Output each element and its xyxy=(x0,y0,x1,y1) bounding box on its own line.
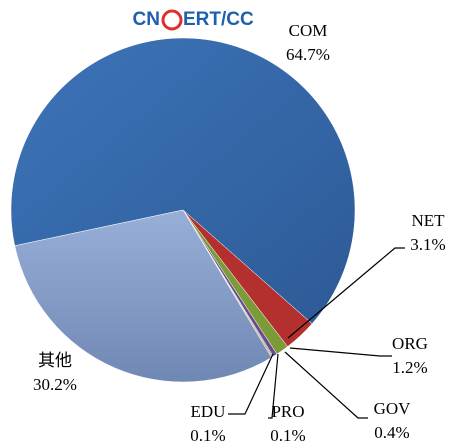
slice-label: 其他 xyxy=(38,351,72,370)
slice-label: EDU xyxy=(191,402,226,421)
slice-value: 0.1% xyxy=(270,426,305,445)
logo xyxy=(161,9,183,31)
slice-label: COM xyxy=(289,21,328,40)
pie-slice xyxy=(14,209,272,383)
watermark: ERT/CC xyxy=(183,9,254,30)
slice-value: 30.2% xyxy=(33,375,77,394)
slice-value: 64.7% xyxy=(286,45,330,64)
slice-label: GOV xyxy=(374,399,412,418)
watermark: CN xyxy=(133,9,160,30)
leader-lines xyxy=(228,247,405,419)
slice-value: 1.2% xyxy=(392,358,427,377)
slice-value: 3.1% xyxy=(410,235,445,254)
slice-label: PRO xyxy=(271,402,304,421)
slice-value: 0.1% xyxy=(190,426,225,445)
slice-value: 0.4% xyxy=(374,423,409,442)
pie-slice xyxy=(10,37,356,325)
slice-label: NET xyxy=(411,211,445,230)
slice-label: ORG xyxy=(392,334,428,353)
